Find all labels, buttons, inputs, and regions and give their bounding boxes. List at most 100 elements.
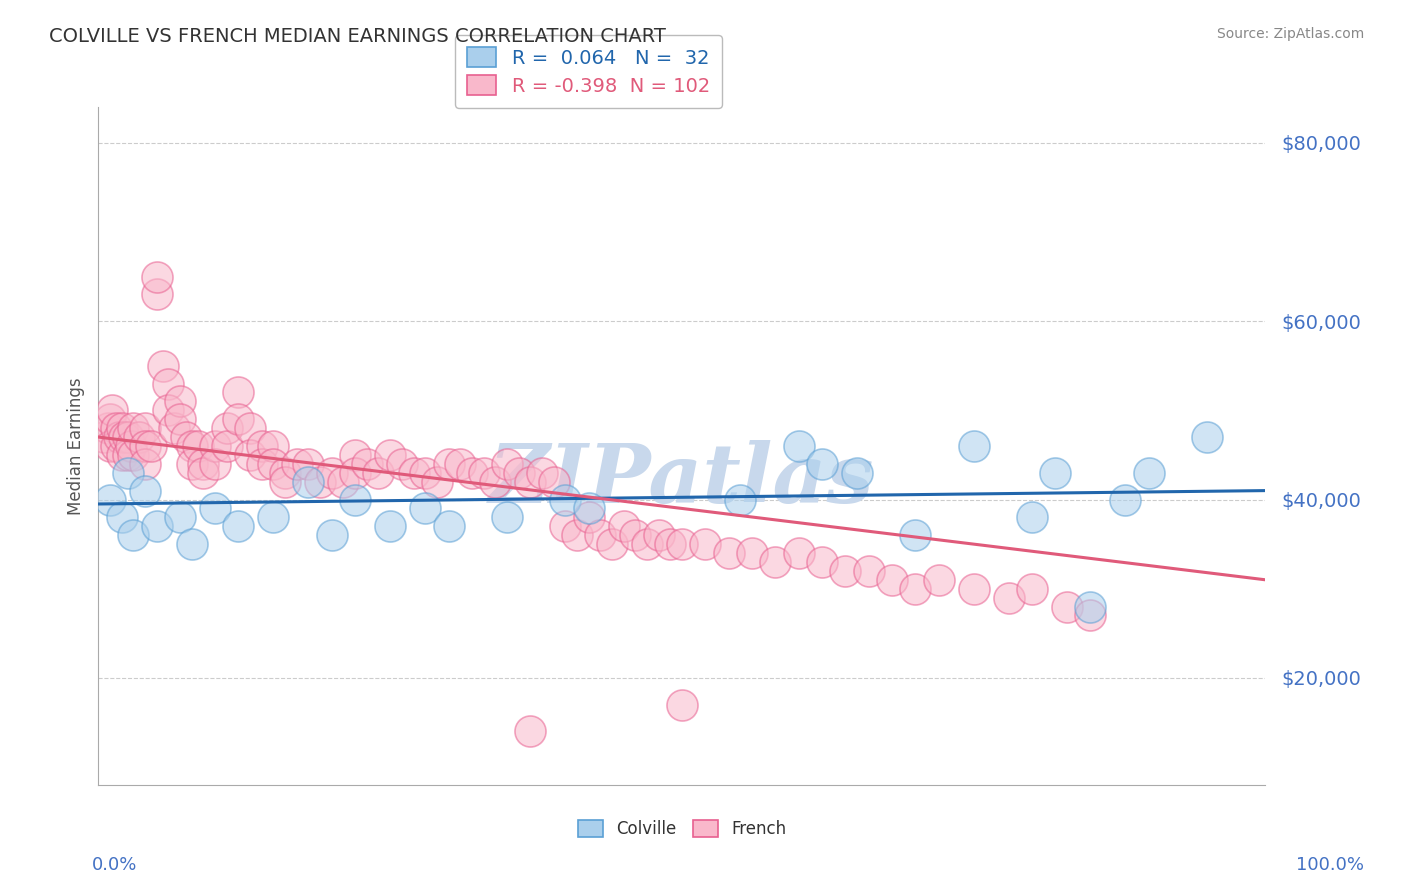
Point	[309, 475, 332, 489]
Point	[139, 439, 162, 453]
Point	[530, 466, 553, 480]
Point	[117, 448, 139, 462]
Point	[1137, 466, 1160, 480]
Point	[215, 421, 238, 435]
Point	[297, 475, 319, 489]
Point	[811, 555, 834, 569]
Point	[741, 546, 763, 560]
Point	[904, 582, 927, 596]
Point	[578, 501, 600, 516]
Point	[344, 448, 367, 462]
Point	[413, 466, 436, 480]
Point	[122, 421, 145, 435]
Point	[111, 510, 134, 524]
Point	[437, 519, 460, 533]
Point	[962, 582, 984, 596]
Point	[169, 394, 191, 409]
Point	[380, 519, 402, 533]
Point	[146, 519, 169, 533]
Point	[858, 564, 880, 578]
Point	[787, 439, 810, 453]
Point	[101, 403, 124, 417]
Point	[163, 421, 186, 435]
Point	[1080, 608, 1102, 623]
Point	[962, 439, 984, 453]
Point	[624, 528, 647, 542]
Point	[122, 448, 145, 462]
Point	[117, 430, 139, 444]
Point	[157, 376, 180, 391]
Point	[169, 510, 191, 524]
Point	[496, 457, 519, 471]
Point	[215, 439, 238, 453]
Point	[787, 546, 810, 560]
Point	[120, 439, 142, 453]
Point	[472, 466, 495, 480]
Point	[97, 421, 120, 435]
Point	[321, 528, 343, 542]
Point	[1045, 466, 1067, 480]
Point	[904, 528, 927, 542]
Point	[169, 412, 191, 426]
Point	[134, 457, 156, 471]
Point	[111, 448, 134, 462]
Point	[671, 698, 693, 712]
Point	[180, 457, 202, 471]
Point	[1080, 599, 1102, 614]
Point	[128, 430, 150, 444]
Point	[180, 439, 202, 453]
Point	[108, 430, 131, 444]
Point	[695, 537, 717, 551]
Point	[321, 466, 343, 480]
Point	[344, 492, 367, 507]
Point	[811, 457, 834, 471]
Point	[193, 457, 215, 471]
Point	[659, 537, 682, 551]
Point	[117, 466, 139, 480]
Text: 0.0%: 0.0%	[91, 856, 136, 874]
Point	[391, 457, 413, 471]
Point	[297, 457, 319, 471]
Point	[834, 564, 856, 578]
Text: ZIPatlas: ZIPatlas	[489, 440, 875, 520]
Legend: Colville, French: Colville, French	[571, 813, 793, 845]
Point	[1021, 510, 1043, 524]
Point	[122, 528, 145, 542]
Point	[1195, 430, 1218, 444]
Point	[228, 385, 250, 400]
Point	[671, 537, 693, 551]
Point	[647, 528, 669, 542]
Point	[262, 457, 284, 471]
Point	[717, 546, 740, 560]
Point	[461, 466, 484, 480]
Point	[93, 430, 115, 444]
Point	[380, 448, 402, 462]
Point	[98, 412, 121, 426]
Point	[174, 430, 197, 444]
Point	[180, 537, 202, 551]
Point	[111, 421, 134, 435]
Point	[449, 457, 471, 471]
Point	[496, 510, 519, 524]
Point	[1114, 492, 1136, 507]
Point	[426, 475, 449, 489]
Point	[613, 519, 636, 533]
Point	[880, 573, 903, 587]
Point	[402, 466, 425, 480]
Point	[250, 457, 273, 471]
Point	[228, 519, 250, 533]
Point	[332, 475, 354, 489]
Point	[239, 448, 262, 462]
Point	[543, 475, 565, 489]
Point	[846, 466, 869, 480]
Point	[367, 466, 389, 480]
Point	[600, 537, 623, 551]
Point	[285, 457, 308, 471]
Point	[928, 573, 950, 587]
Point	[193, 466, 215, 480]
Point	[636, 537, 658, 551]
Text: Source: ZipAtlas.com: Source: ZipAtlas.com	[1216, 27, 1364, 41]
Point	[437, 457, 460, 471]
Point	[554, 492, 576, 507]
Point	[134, 421, 156, 435]
